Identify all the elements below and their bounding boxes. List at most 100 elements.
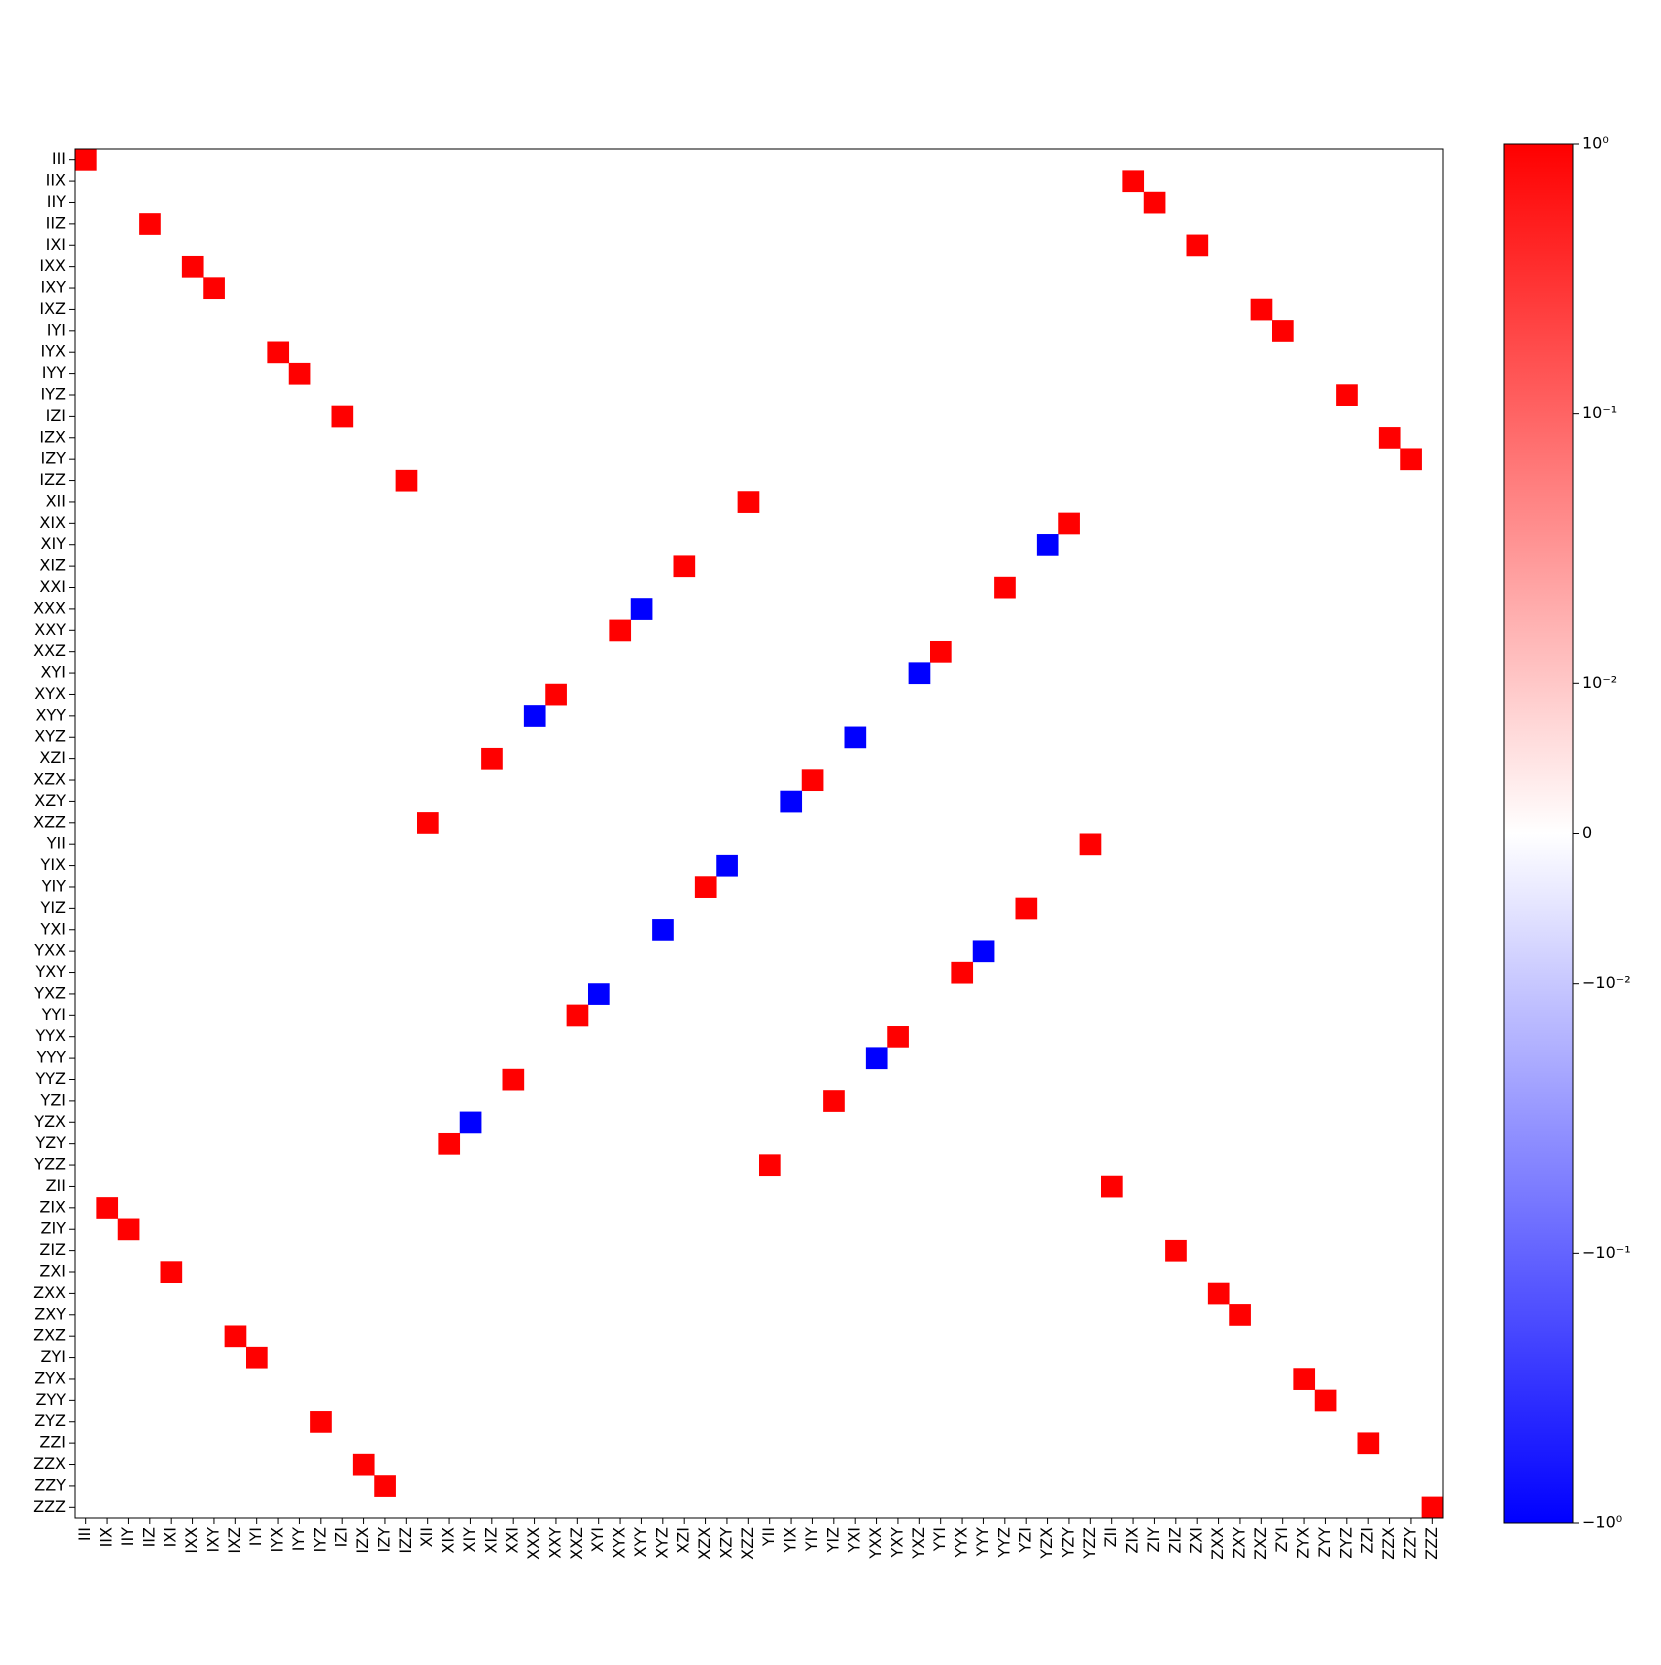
y-tick-label: YIX (40, 855, 66, 874)
y-tick-label: ZZZ (33, 1497, 66, 1516)
x-tick-label: YZX (1037, 1527, 1056, 1560)
x-tick-label: YZY (1058, 1527, 1077, 1559)
x-tick-label: ZYY (1315, 1527, 1334, 1558)
y-tick-label: ZYI (41, 1347, 66, 1366)
x-tick-label: IIY (118, 1527, 137, 1546)
y-tick-label: YXY (34, 962, 66, 981)
y-tick-label: IYX (41, 342, 66, 361)
x-tick-label: XZY (716, 1527, 735, 1559)
y-tick-label: ZXZ (33, 1326, 66, 1345)
x-tick-label: IXZ (225, 1527, 244, 1554)
x-tick-label: YXY (887, 1527, 906, 1559)
heatmap-cell (181, 255, 204, 278)
heatmap-cell (267, 341, 290, 364)
colorbar-tick-label: 10⁻² (1582, 673, 1617, 692)
y-tick-label: ZZX (33, 1454, 66, 1473)
heatmap-cell (780, 790, 803, 813)
heatmap-cell (1421, 1496, 1444, 1519)
heatmap-cell (438, 1132, 461, 1155)
y-tick-label: IZY (41, 449, 67, 468)
colorbar (1503, 143, 1574, 1524)
heatmap-cell (1143, 191, 1166, 214)
heatmap-cell (117, 1218, 140, 1241)
y-tick-label: IZX (39, 427, 66, 446)
x-tick-label: ZYZ (1336, 1527, 1355, 1559)
y-tick-label: IIX (46, 171, 66, 190)
y-tick-label: XIX (39, 513, 66, 532)
x-tick-label: ZZZ (1422, 1527, 1441, 1560)
heatmap-cell (224, 1325, 247, 1348)
x-tick-label: IXI (161, 1527, 180, 1547)
heatmap-cell (972, 940, 995, 963)
heatmap-cell (588, 983, 610, 1005)
heatmap-cell (566, 1004, 589, 1027)
heatmap-cell (1250, 298, 1273, 321)
heatmap-cell (737, 491, 760, 513)
heatmap-cell (1079, 833, 1102, 856)
x-tick-label: XYI (588, 1527, 607, 1552)
y-tick-label: XZZ (33, 812, 66, 831)
x-tick-label: IXX (182, 1527, 201, 1554)
y-tick-label: ZZI (39, 1433, 66, 1452)
heatmap-cell (1101, 1175, 1123, 1198)
x-tick-label: YYI (930, 1527, 949, 1552)
heatmap-cell (801, 769, 824, 792)
x-tick-label: YZZ (1080, 1527, 1099, 1560)
y-tick-label: XII (46, 491, 66, 510)
heatmap-cell (1336, 384, 1358, 406)
heatmap-cell (96, 1197, 119, 1219)
x-tick-label: YXX (866, 1527, 885, 1560)
x-tick-label: YII (759, 1527, 778, 1547)
x-tick-label: IZZ (396, 1527, 415, 1554)
colorbar-tick-label: 0 (1582, 823, 1592, 842)
y-tick-label: ZIX (39, 1197, 66, 1216)
y-tick-label: IXI (46, 235, 66, 254)
heatmap-cell (310, 1411, 332, 1433)
heatmap-cell (75, 149, 97, 171)
x-tick-label: ZZI (1358, 1527, 1377, 1554)
x-tick-label: YZI (1016, 1527, 1035, 1553)
heatmap-cell (887, 1026, 909, 1048)
y-tick-label: YXX (33, 941, 66, 960)
plot-border (74, 148, 1444, 1519)
y-tick-label: YIZ (40, 898, 66, 917)
y-tick-label: ZYX (34, 1368, 66, 1387)
heatmap-cell (716, 854, 738, 877)
y-tick-label: XYI (41, 663, 66, 682)
heatmap-cell (374, 1475, 396, 1497)
heatmap-cell (331, 405, 354, 428)
colorbar-tick-label: −10⁻² (1582, 973, 1631, 992)
y-tick-label: XXZ (33, 641, 66, 660)
y-tick-label: IXX (39, 256, 66, 275)
x-tick-label: IYZ (310, 1527, 329, 1552)
colorbar-tick-label: 10⁻¹ (1582, 403, 1617, 422)
heatmap-cell (994, 576, 1016, 599)
heatmap-cell (160, 1261, 183, 1284)
x-tick-label: ZZY (1400, 1527, 1419, 1559)
heatmap-cell (523, 705, 546, 727)
x-tick-label: IYI (246, 1527, 265, 1546)
x-tick-label: YIY (802, 1527, 821, 1552)
y-tick-label: YYI (41, 1005, 66, 1024)
x-tick-label: XXZ (567, 1527, 586, 1560)
x-tick-label: XZX (695, 1527, 714, 1560)
heatmap-cell (481, 747, 503, 770)
y-tick-label: XXY (34, 620, 66, 639)
heatmap-cell (246, 1346, 268, 1369)
y-tick-label: IIZ (46, 213, 66, 232)
x-tick-label: IXY (203, 1527, 222, 1553)
y-tick-label: YII (46, 834, 66, 853)
x-tick-label: IYY (289, 1527, 308, 1551)
y-tick-label: XZI (39, 748, 66, 767)
heatmap-cell (694, 876, 717, 898)
y-tick-label: IXY (41, 278, 67, 297)
y-tick-label: XXI (39, 577, 66, 596)
heatmap-cell (139, 213, 161, 235)
y-tick-label: XXX (33, 598, 66, 617)
heatmap-cell (1165, 1239, 1187, 1262)
heatmap-cell (1036, 534, 1059, 556)
x-tick-label: ZXX (1208, 1527, 1227, 1560)
y-tick-label: XZY (34, 791, 66, 810)
y-tick-label: XYX (34, 684, 66, 703)
x-tick-label: ZXI (1187, 1527, 1206, 1554)
